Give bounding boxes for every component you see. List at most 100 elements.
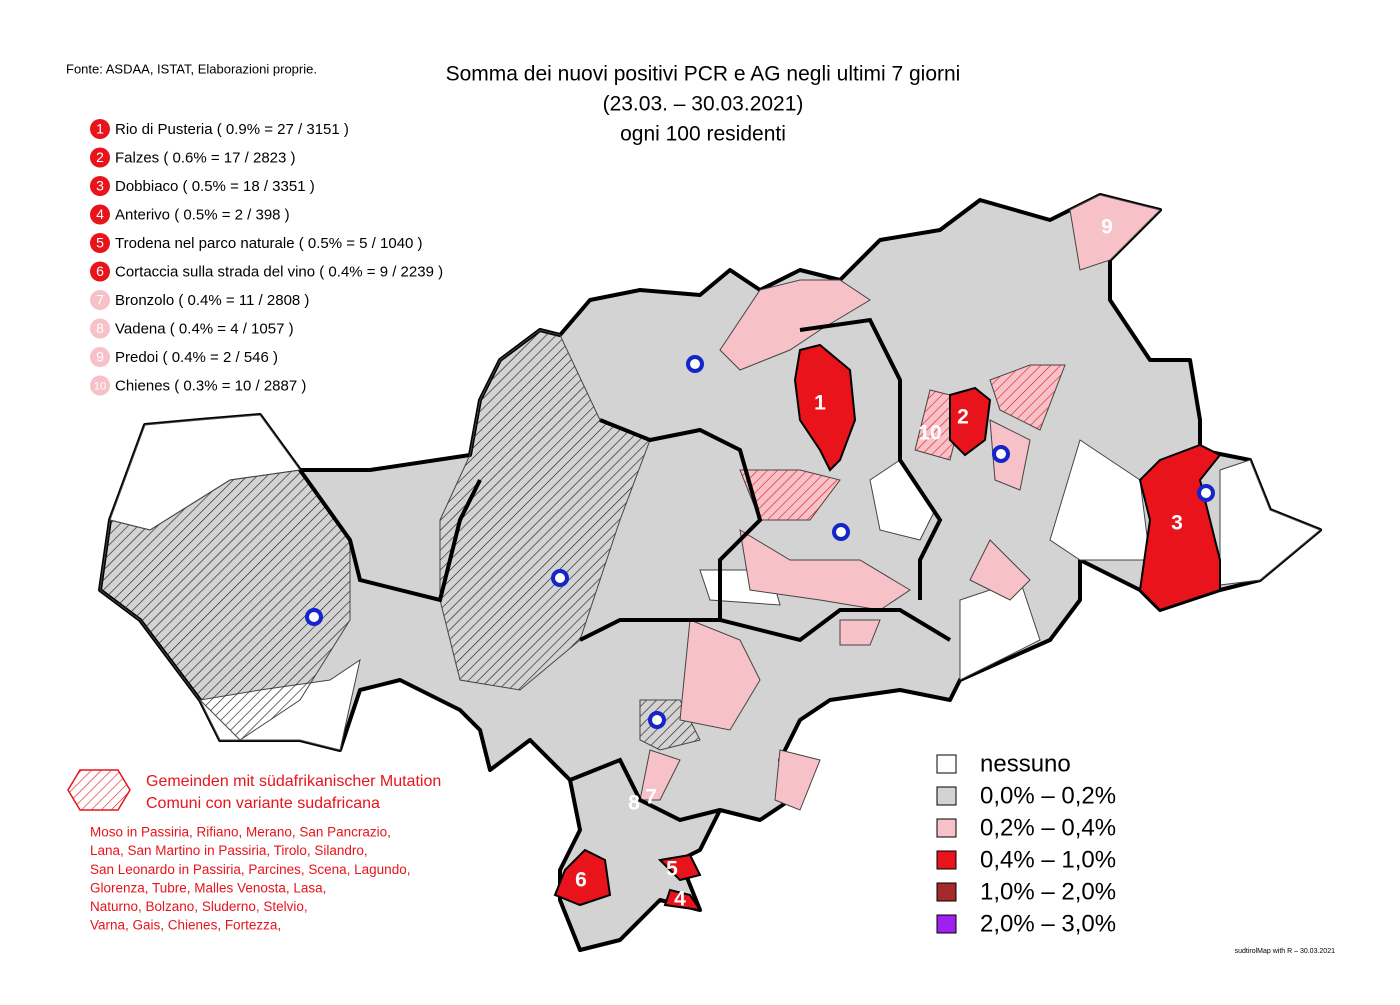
rank-badge (90, 119, 110, 139)
city-marker (551, 569, 569, 587)
area-red (663, 888, 703, 912)
rank-label: Vadena ( 0.4% = 4 / 1057 ) (115, 320, 294, 337)
area-red (949, 386, 992, 457)
area-hatched (99, 469, 351, 741)
rank-label: Falzes ( 0.6% = 17 / 2823 ) (115, 149, 296, 166)
city-marker (1197, 484, 1215, 502)
rank-badge (90, 261, 110, 282)
district-border (799, 317, 943, 600)
map-label: 5 (666, 858, 678, 881)
area-pink (839, 619, 881, 646)
legend-label: 1,0% – 2,0% (980, 878, 1116, 905)
legend-label: 2,0% – 3,0% (980, 910, 1116, 937)
legend-swatch (936, 850, 957, 870)
map-label: 9 (1101, 216, 1113, 239)
rank-label: Trodena nel parco naturale ( 0.5% = 5 / … (115, 235, 423, 252)
rank-label: Cortaccia sulla strada del vino ( 0.4% =… (115, 263, 443, 280)
dynamic: 1 Rio di Pusteria ( 0.9% = 27 / 3151 ) 2 Fa… (90, 119, 1183, 937)
rank-badge (90, 176, 110, 196)
title-line: Somma dei nuovi positivi PCR e AG negli … (446, 63, 961, 86)
city-marker (992, 445, 1010, 463)
city-markers (305, 355, 1215, 729)
source: Fonte: ASDAA, ISTAT, Elaborazioni propri… (66, 61, 317, 76)
rank-label: Chienes ( 0.3% = 10 / 2887 ) (115, 377, 306, 394)
rank-number: 1 (96, 121, 104, 137)
area-red (553, 848, 612, 907)
city-marker (832, 523, 850, 541)
map-label: 2 (957, 406, 969, 429)
area-pink (679, 619, 761, 731)
legend-label: 0,2% – 0,4% (980, 814, 1116, 841)
district-border (298, 468, 482, 603)
mutation-comuni: Naturno, Bolzano, Sluderno, Stelvio, (90, 899, 308, 914)
area-pink (774, 749, 821, 811)
area-pink (969, 539, 1031, 601)
rank-number: 4 (96, 206, 104, 222)
rank-label: Predoi ( 0.4% = 2 / 546 ) (115, 349, 278, 366)
legend-label: 0,4% – 1,0% (980, 846, 1116, 873)
rank-label: Dobbiaco ( 0.5% = 18 / 3351 ) (115, 178, 315, 195)
mutation-comuni: Glorenza, Tubre, Malles Venosta, Lasa, (90, 880, 326, 895)
rank-number: 3 (96, 178, 104, 194)
district-border (599, 418, 952, 643)
legend-swatch (936, 914, 957, 934)
title-line: (23.03. – 30.03.2021) (603, 93, 804, 116)
legend-swatch (936, 786, 957, 806)
rank-label: Anterivo ( 0.5% = 2 / 398 ) (115, 206, 290, 223)
area-red (793, 343, 857, 472)
map-label: 1 (814, 392, 826, 415)
rank-number: 7 (96, 292, 104, 308)
mutation-comuni: Varna, Gais, Chienes, Fortezza, (90, 918, 281, 933)
area-red (1138, 443, 1222, 612)
rank-label: Rio di Pusteria ( 0.9% = 27 / 3151 ) (115, 121, 349, 138)
area-pink-hatched (915, 390, 955, 460)
mutation-legend: Comuni con variante sudafricana (146, 795, 380, 812)
rank-number: 2 (96, 149, 104, 165)
area-pink (719, 279, 871, 371)
rank-number: 6 (96, 263, 104, 279)
map (98, 193, 1322, 952)
rank-label: Bronzolo ( 0.4% = 11 / 2808 ) (115, 292, 309, 309)
rank-number: 8 (96, 320, 104, 336)
legend-label: 0,0% – 0,2% (980, 782, 1116, 809)
rank-number: 5 (96, 235, 104, 251)
area-pink (1069, 194, 1161, 271)
map-label: 4 (674, 888, 686, 911)
city-marker (648, 711, 666, 729)
map-label: 3 (1171, 512, 1183, 535)
rank-badge (90, 290, 110, 310)
city-marker (686, 355, 704, 373)
rank-badge (90, 233, 110, 253)
rank-badge (90, 204, 110, 225)
legend-label: nessuno (980, 750, 1071, 777)
rank-badge (90, 318, 110, 339)
legend-swatch (936, 754, 957, 774)
rank-badge (90, 347, 110, 367)
area-pink (989, 419, 1031, 491)
mutation-comuni: Moso in Passiria, Rifiano, Merano, San P… (90, 825, 391, 840)
area-none (1049, 439, 1151, 561)
area-none (869, 459, 936, 541)
area-pink-hatched (990, 365, 1065, 430)
rank-number: 10 (94, 380, 106, 392)
rank-badge (90, 375, 110, 396)
mutation-legend: Gemeinden mit südafrikanischer Mutation (146, 773, 441, 790)
legend-swatch (936, 818, 957, 838)
district-border (579, 618, 720, 642)
map-label: 8 (628, 792, 640, 815)
district-border (569, 757, 721, 823)
footer: sudtirolMap with R – 30.03.2021 (1235, 948, 1335, 955)
mutation-comuni: San Leonardo in Passiria, Parcines, Scen… (90, 862, 410, 877)
mutation-comuni: Lana, San Martino in Passiria, Tirolo, S… (90, 843, 368, 858)
area-pink (639, 749, 681, 801)
rank-number: 9 (96, 349, 104, 365)
legend-swatch (936, 882, 957, 902)
area-pink-hatched (740, 470, 840, 520)
area-pink (739, 529, 911, 611)
map-label: 7 (645, 786, 657, 809)
map-label: 10 (918, 422, 941, 445)
area-red (657, 853, 702, 882)
city-marker (305, 608, 323, 626)
map-label: 6 (575, 869, 587, 892)
